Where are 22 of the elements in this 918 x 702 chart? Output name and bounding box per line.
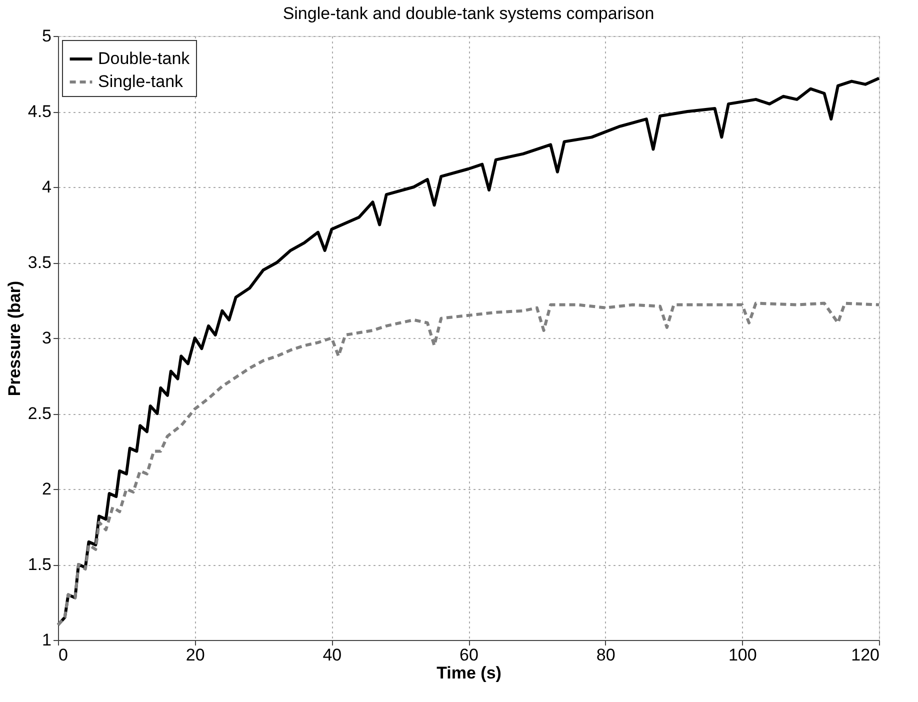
chart-title: Single-tank and double-tank systems comparison <box>282 4 654 23</box>
x-tick-label: 40 <box>322 646 342 664</box>
y-tick-label: 5 <box>42 26 52 46</box>
line-series <box>56 302 880 626</box>
y-tick-label: 3.5 <box>28 253 52 272</box>
x-tick-label: 120 <box>851 646 880 664</box>
x-tick-label: 0 <box>58 646 68 664</box>
legend-label: Double-tank <box>98 49 190 68</box>
y-tick-label: 1 <box>42 630 52 650</box>
legend-label: Single-tank <box>98 72 184 91</box>
y-axis-title: Pressure (bar) <box>4 280 24 396</box>
y-tick-label: 3 <box>42 328 52 348</box>
x-tick-label: 80 <box>596 646 616 664</box>
y-tick-label: 4.5 <box>28 102 52 121</box>
y-tick-label: 2 <box>42 480 52 498</box>
y-tick-label: 4 <box>42 178 52 196</box>
x-axis-title: Time (s) <box>436 664 502 682</box>
x-tick-label: 100 <box>728 646 757 664</box>
x-tick-label: 60 <box>460 646 478 664</box>
y-tick-label: 2.5 <box>28 404 52 423</box>
x-tick-label: 20 <box>186 646 205 664</box>
y-tick-label: 1.5 <box>28 555 52 574</box>
